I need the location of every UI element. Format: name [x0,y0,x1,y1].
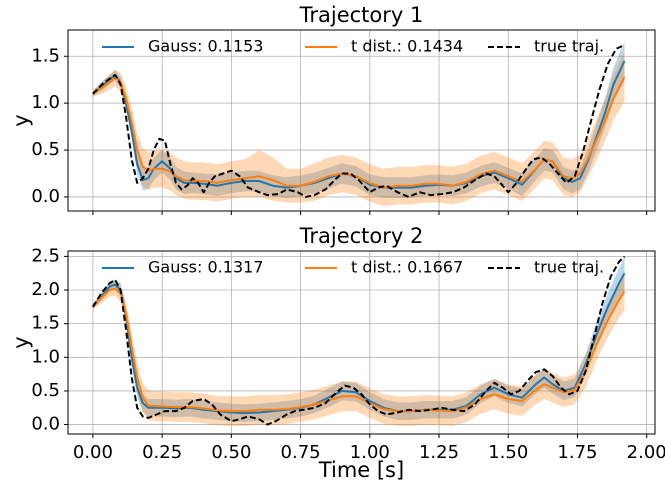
legend: Gauss: 0.1153 t dist.: 0.1434 true traj. [102,37,604,56]
plot-frame [67,250,656,435]
chart-title: Trajectory 1 [299,3,424,27]
y-tick-label: 0.5 [31,139,60,160]
y-tick-label: 1.0 [31,92,60,113]
axis-ticks: 0.0 0.5 1.0 1.5 [31,45,648,215]
series-line [92,272,626,415]
legend: Gauss: 0.1317 t dist.: 0.1667 true traj. [102,258,604,277]
grid [68,251,655,434]
y-tick-label: 0.0 [31,186,60,207]
plot-frame [67,29,656,212]
x-tick-label: 0.50 [211,442,251,463]
x-tick-label: 0.25 [142,442,182,463]
x-tick-label: 0.00 [73,442,113,463]
confidence-band [92,256,625,422]
trajectory-1-panel: Trajectory 1 y 0.0 0.5 1.0 1.5 Gauss: 0.115… [9,3,656,215]
series-line [92,287,626,413]
x-tick-label: 1.50 [488,442,528,463]
x-axis-label: Time [s] [318,458,404,482]
y-tick-label: 2.0 [31,279,60,300]
grid [68,30,655,211]
series-line [92,44,625,198]
y-axis-label: y [9,114,33,126]
series-lines [92,44,626,198]
y-tick-label: 0.0 [31,414,60,435]
legend-label: true traj. [534,37,604,56]
y-tick-label: 1.0 [31,346,60,367]
legend-label: true traj. [534,258,604,277]
y-axis-label: y [9,336,33,348]
y-tick-label: 2.5 [31,245,60,266]
y-tick-label: 0.5 [31,380,60,401]
x-tick-label: 1.75 [557,442,597,463]
legend-label: t dist.: 0.1434 [351,37,463,56]
legend-label: Gauss: 0.1317 [148,258,263,277]
series-line [92,255,626,426]
x-tick-label: 1.00 [350,442,390,463]
y-tick-label: 1.5 [31,313,60,334]
series-lines [92,255,626,426]
confidence-band [92,272,625,426]
y-tick-label: 1.5 [31,45,60,66]
series-line [92,76,626,189]
trajectory-2-panel: Trajectory 2 y Time [s] 0.00 0.25 0.50 0.75… [9,224,665,482]
legend-label: t dist.: 0.1667 [351,258,463,277]
x-tick-label: 0.75 [281,442,321,463]
x-tick-label: 1.25 [419,442,459,463]
confidence-band [92,51,625,207]
axis-ticks: 0.00 0.25 0.50 0.75 1.00 1.25 1.50 1.75 2.00 0.0 0… [31,245,665,463]
x-tick-label: 2.00 [627,442,665,463]
uncertainty-bands [92,256,625,426]
chart-title: Trajectory 2 [299,224,424,248]
legend-label: Gauss: 0.1153 [148,37,263,56]
